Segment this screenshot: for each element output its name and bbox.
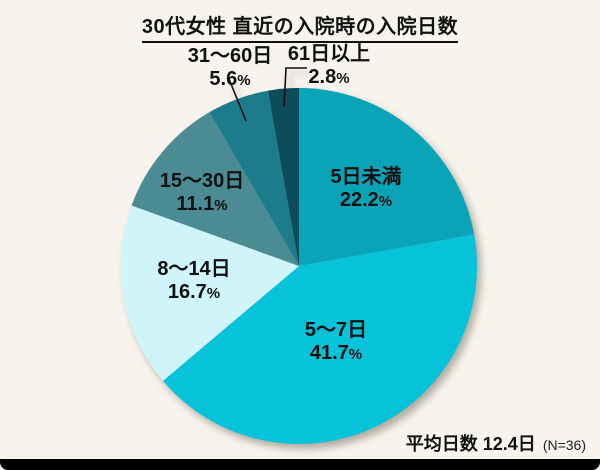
pie-slice: [131, 112, 299, 266]
pie-label-over61: 61日以上 2.8%: [288, 43, 370, 90]
pie-label-15to30: 15〜30日 11.1%: [160, 170, 245, 217]
pie-slices-group: [121, 88, 478, 445]
leader-line-over61: [283, 67, 307, 108]
pie-slice: [209, 90, 299, 267]
pie-label-category: 15〜30日: [159, 170, 245, 192]
pie-label-percent: 41.7%: [309, 342, 363, 364]
pie-slice: [163, 234, 478, 445]
leader-line-31to60: [228, 78, 247, 122]
pie-label-category: 5〜7日: [304, 319, 368, 341]
bottom-border-bar: [0, 459, 600, 470]
pie-label-percent: 16.7%: [167, 281, 221, 303]
pie-label-5to7: 5〜7日 41.7%: [305, 319, 367, 366]
pie-label-category: 31〜60日: [187, 45, 273, 67]
pie-slice: [299, 88, 475, 266]
pie-label-31to60: 31〜60日 5.6%: [188, 45, 273, 92]
pie-label-under5: 5日未満 22.2%: [330, 166, 401, 213]
average-days-text: 平均日数 12.4日: [405, 434, 536, 454]
sample-size-text: (N=36): [542, 437, 586, 453]
chart-title-row: 30代女性 直近の入院時の入院日数: [0, 10, 600, 43]
pie-label-category: 5日未満: [330, 166, 402, 188]
pie-label-percent: 2.8%: [308, 66, 350, 88]
chart-title: 30代女性 直近の入院時の入院日数: [141, 10, 459, 43]
pie-label-8to14: 8〜14日 16.7%: [157, 258, 230, 305]
pie-label-category: 61日以上: [287, 43, 371, 65]
footnote: 平均日数 12.4日 (N=36): [406, 430, 586, 456]
pie-label-percent: 11.1%: [176, 193, 228, 215]
pie-label-category: 8〜14日: [157, 258, 231, 280]
pie-label-percent: 22.2%: [339, 189, 393, 211]
pie-label-percent: 5.6%: [209, 68, 251, 90]
pie-slice: [121, 205, 299, 381]
pie-slice: [267, 88, 299, 266]
